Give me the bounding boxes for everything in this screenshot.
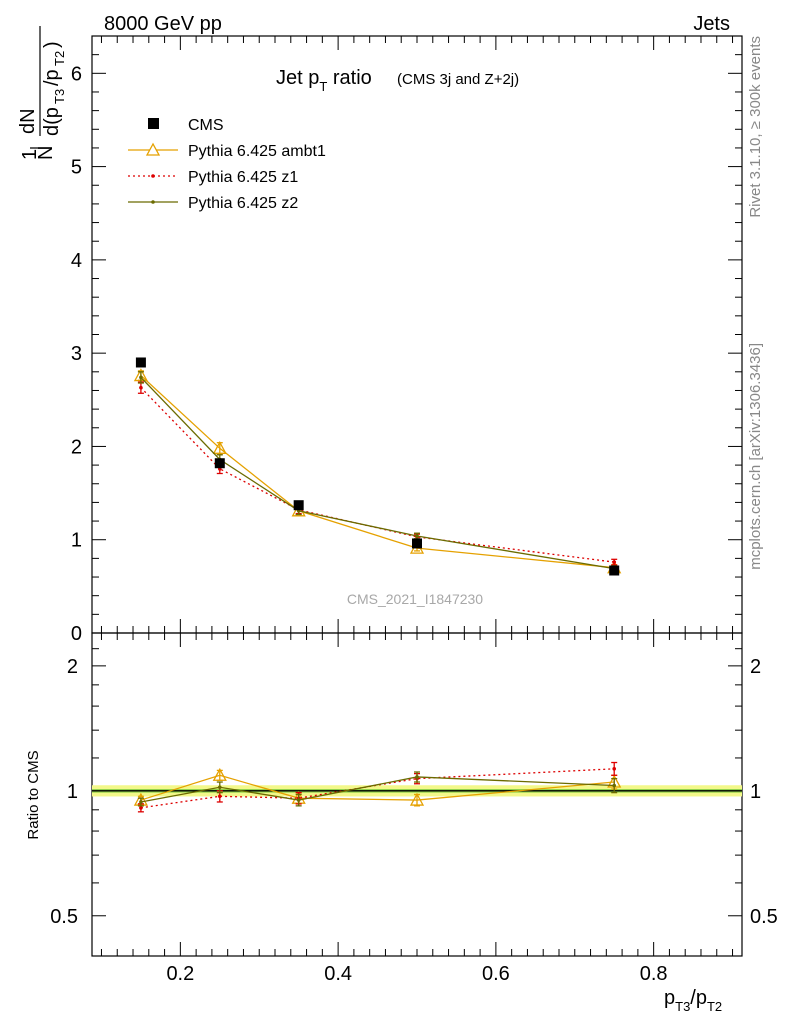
legend-marker <box>151 174 155 178</box>
data-marker <box>139 385 143 390</box>
ratio-y-tick-label-left: 2 <box>67 656 78 678</box>
y-tick-label: 1 <box>71 530 82 552</box>
data-marker <box>612 783 617 788</box>
svg-text:N: N <box>35 146 57 160</box>
svg-text:T3: T3 <box>52 89 67 104</box>
svg-text:): ) <box>41 41 63 48</box>
legend-marker <box>151 200 155 204</box>
ratio-y-tick-label-left: 1 <box>67 781 78 803</box>
x-tick-label: 0.8 <box>640 963 668 985</box>
y-tick-label: 4 <box>71 250 82 272</box>
y-tick-label: 5 <box>71 157 82 179</box>
data-marker <box>214 458 225 469</box>
x-tick-label: 0.2 <box>166 963 194 985</box>
series-pythia-6-425-z2 <box>137 771 618 807</box>
legend-label: Pythia 6.425 z2 <box>188 195 298 212</box>
data-marker <box>217 785 222 790</box>
legend-label: CMS <box>188 117 224 134</box>
data-marker <box>296 798 301 802</box>
series-pythia-6-425-z1 <box>137 381 618 566</box>
y-tick-label: 2 <box>71 436 82 458</box>
analysis-watermark: CMS_2021_I1847230 <box>347 591 483 607</box>
x-tick-label: 0.6 <box>482 963 510 985</box>
data-marker <box>612 560 617 564</box>
ratio-y-tick-label-right: 1 <box>750 781 761 803</box>
ratio-panel: 0.2 0.4 0.6 0.8 0.5 0.5 1 1 2 2 <box>50 36 778 985</box>
data-marker <box>217 794 222 799</box>
y-tick-label: 3 <box>71 343 82 365</box>
series-line <box>140 375 615 569</box>
series-line <box>140 387 615 563</box>
legend-label: Pythia 6.425 ambt1 <box>188 143 326 160</box>
legend-item: Pythia 6.425 z2 <box>128 195 298 212</box>
y-tick-label: 0 <box>71 623 82 645</box>
ratio-y-tick-label-right: 2 <box>750 656 761 678</box>
data-marker <box>415 534 419 538</box>
data-marker <box>139 800 143 804</box>
series-pythia-6-425-z2 <box>137 371 618 573</box>
legend-marker <box>148 118 159 129</box>
main-y-axis-label: 1 N <box>19 146 57 160</box>
ratio-y-tick-label-left: 0.5 <box>50 906 78 928</box>
y-tick-label: 6 <box>71 63 82 85</box>
svg-text:T2: T2 <box>52 51 67 66</box>
svg-text:/p: /p <box>41 69 63 86</box>
legend-label: Pythia 6.425 z1 <box>188 169 298 186</box>
svg-text:dN: dN <box>17 108 39 134</box>
mcplots-label: mcplots.cern.ch [arXiv:1306.3436] <box>747 343 764 570</box>
chart-subtitle: (CMS 3j and Z+2j) <box>397 71 519 88</box>
data-marker <box>609 565 620 576</box>
ratio-y-tick-label-right: 0.5 <box>750 906 778 928</box>
data-marker <box>212 767 227 781</box>
legend-marker <box>145 142 161 156</box>
x-tick-label: 0.4 <box>324 963 352 985</box>
legend: CMS Pythia 6.425 ambt1 Pythia 6.425 z1 Pyth… <box>128 117 326 212</box>
data-marker <box>139 806 143 810</box>
ratio-y-axis-label: Ratio to CMS <box>25 750 42 839</box>
legend-item: Pythia 6.425 z1 <box>128 169 298 186</box>
main-panel: 0 1 2 3 4 5 6 <box>71 35 743 645</box>
svg-text:1: 1 <box>19 149 41 160</box>
series-cms <box>135 357 620 576</box>
legend-item: CMS <box>148 117 224 134</box>
jets-label: Jets <box>693 13 730 35</box>
x-axis-label: pT3/pT2 <box>664 987 722 1014</box>
series-pythia-6-425-ambt1 <box>133 368 622 574</box>
data-marker <box>212 440 227 454</box>
rivet-label: Rivet 3.1.10, ≥ 300k events <box>747 36 764 218</box>
data-marker <box>139 375 143 380</box>
data-marker <box>612 766 617 771</box>
data-marker <box>412 538 422 549</box>
energy-label: 8000 GeV pp <box>104 13 222 35</box>
data-marker <box>135 357 146 368</box>
data-marker <box>409 792 425 806</box>
data-marker <box>415 775 419 779</box>
chart-title: Jet pT ratio <box>276 67 372 94</box>
main-y-axis-label-frac: dN d(p T3 /p T2 ) <box>17 26 67 136</box>
series-line <box>140 376 615 570</box>
legend-item: Pythia 6.425 ambt1 <box>128 142 326 160</box>
data-marker <box>293 500 304 511</box>
svg-text:d(p: d(p <box>41 107 63 136</box>
